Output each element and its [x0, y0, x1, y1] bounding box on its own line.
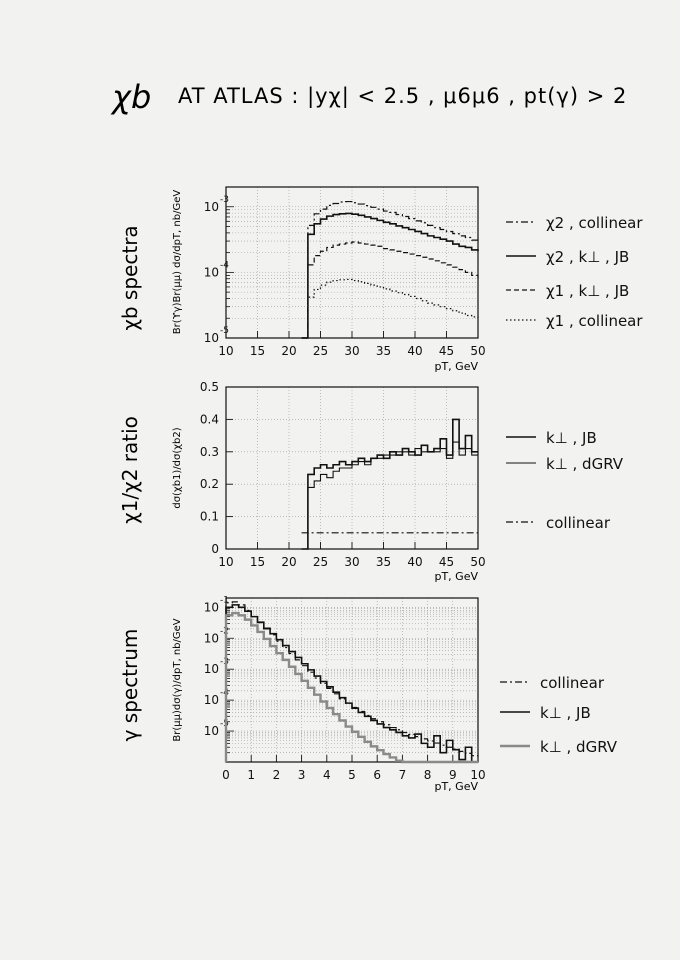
series-line [301, 278, 479, 339]
y-tick-label: 0.4 [200, 412, 219, 426]
y-tick-exponent: -3 [220, 657, 229, 667]
x-tick-label: 10 [218, 344, 233, 358]
plot-area: 10 15 20 25 30 35 40 45 50 0 0.1 0.2 0.3 0.4 0.5 [200, 380, 486, 569]
title-prefix: χb [110, 78, 151, 116]
y-tick-label: 10 [204, 265, 219, 279]
legend-label: χ2 , k⊥ , JB [546, 248, 629, 266]
legend-label: χ2 , collinear [546, 214, 643, 232]
y-tick-exponent: -5 [220, 719, 229, 729]
y-tick-label: 10 [204, 662, 219, 676]
panel-gamma-spectrum: γ spectrum Br(μμ)dσ(γ)/dpT, nb/GeV pT, G… [118, 595, 618, 793]
x-tick-label: 45 [439, 344, 454, 358]
legend-label: collinear [546, 514, 611, 532]
y-tick-label: 10 [204, 600, 219, 614]
y-tick-label: 0.1 [200, 510, 219, 524]
legend: collinear k⊥ , JB k⊥ , dGRV [500, 674, 618, 756]
x-tick-label: 30 [344, 555, 359, 569]
series-line [301, 441, 478, 550]
series-line [301, 212, 479, 339]
x-tick-label: 6 [373, 768, 381, 782]
x-tick-label: 30 [344, 344, 359, 358]
series-line [301, 241, 479, 339]
panel-chib-spectra: χb spectra Br(ϒγ)Br(μμ) dσ/dpT, nb/GeV p… [118, 186, 643, 373]
y-tick-exponent: -1 [220, 595, 229, 605]
x-tick-label: 1 [247, 768, 255, 782]
x-tick-label: 20 [281, 344, 296, 358]
legend-label: k⊥ , JB [546, 429, 597, 447]
series-line [224, 611, 478, 764]
legend: k⊥ , JB k⊥ , dGRV collinear [506, 429, 624, 532]
x-tick-label: 5 [348, 768, 356, 782]
panel-side-label: χb spectra [118, 225, 142, 330]
x-tick-label: 45 [439, 555, 454, 569]
x-axis-label: pT, GeV [434, 780, 478, 793]
x-tick-label: 15 [250, 344, 265, 358]
x-tick-label: 50 [470, 344, 485, 358]
x-tick-label: 15 [250, 555, 265, 569]
x-tick-label: 25 [313, 344, 328, 358]
x-tick-label: 4 [323, 768, 331, 782]
x-tick-label: 40 [407, 344, 422, 358]
legend-label: collinear [540, 674, 605, 692]
y-tick-label: 0.5 [200, 380, 219, 394]
legend-label: k⊥ , dGRV [540, 738, 618, 756]
legend-label: k⊥ , dGRV [546, 455, 624, 473]
x-tick-label: 8 [424, 768, 432, 782]
panel-chi-ratio: χ1/χ2 ratio dσ(χb1)/dσ(χb2) pT, GeV 10 15… [118, 380, 624, 583]
y-axis-label: dσ(χb1)/dσ(χb2) [172, 427, 183, 508]
title-rest: AT ATLAS : |yχ| < 2.5 , μ6μ6 , pt(γ) > 2 [178, 84, 627, 109]
y-tick-exponent: -2 [220, 626, 229, 636]
y-tick-label: 10 [204, 631, 219, 645]
y-tick-label: 0 [211, 542, 219, 556]
x-tick-label: 50 [470, 555, 485, 569]
y-tick-label: 0.2 [200, 477, 219, 491]
panel-side-label: γ spectrum [118, 629, 142, 742]
y-tick-exponent: -4 [220, 688, 229, 698]
x-tick-label: 0 [222, 768, 230, 782]
x-tick-label: 10 [470, 768, 485, 782]
y-tick-label: 10 [204, 724, 219, 738]
x-tick-label: 25 [313, 555, 328, 569]
y-axis-label: Br(μμ)dσ(γ)/dpT, nb/GeV [172, 618, 183, 741]
y-axis-label: Br(ϒγ)Br(μμ) dσ/dpT, nb/GeV [172, 190, 183, 335]
legend-label: χ1 , collinear [546, 312, 643, 330]
x-tick-label: 2 [273, 768, 281, 782]
page-title: χb AT ATLAS : |yχ| < 2.5 , μ6μ6 , pt(γ) … [110, 78, 627, 116]
x-tick-label: 40 [407, 555, 422, 569]
legend-label: k⊥ , JB [540, 704, 591, 722]
x-axis-label: pT, GeV [434, 570, 478, 583]
x-tick-label: 10 [218, 555, 233, 569]
y-tick-exponent: -3 [220, 195, 229, 205]
y-tick-exponent: -4 [220, 260, 229, 270]
y-tick-label: 0.3 [200, 445, 219, 459]
y-tick-label: 10 [204, 693, 219, 707]
x-tick-label: 20 [281, 555, 296, 569]
legend-label: χ1 , k⊥ , JB [546, 282, 629, 300]
y-tick-label: 10 [204, 331, 219, 345]
series-line [301, 200, 479, 339]
x-axis-label: pT, GeV [434, 360, 478, 373]
x-tick-label: 3 [298, 768, 306, 782]
x-tick-label: 35 [376, 344, 391, 358]
series-line [225, 604, 478, 763]
panel-side-label: χ1/χ2 ratio [118, 416, 142, 524]
y-tick-exponent: -5 [220, 326, 229, 336]
legend: χ2 , collinear χ2 , k⊥ , JB χ1 , k⊥ , JB χ1… [506, 214, 643, 330]
x-tick-label: 7 [399, 768, 407, 782]
y-tick-label: 10 [204, 200, 219, 214]
x-tick-label: 35 [376, 555, 391, 569]
x-tick-label: 9 [449, 768, 457, 782]
